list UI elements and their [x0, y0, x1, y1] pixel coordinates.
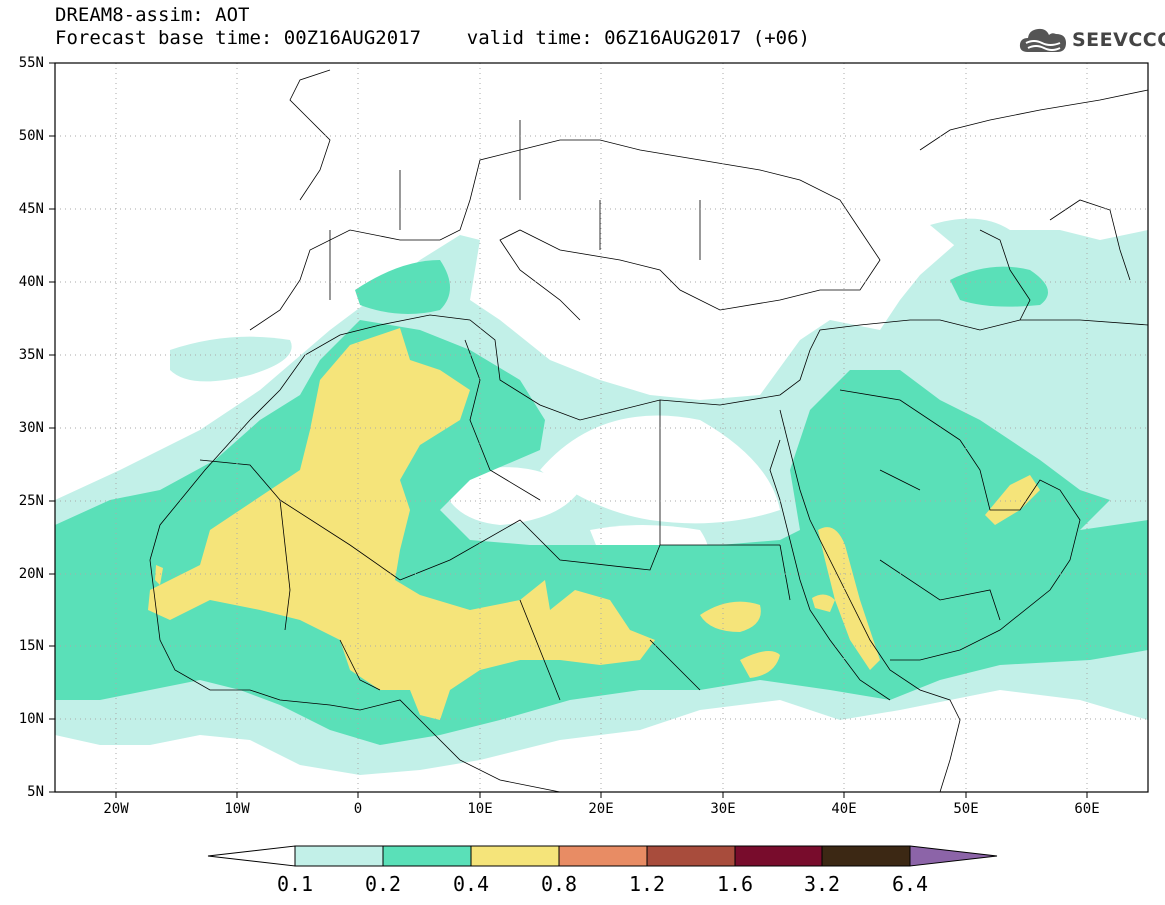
lon-label: 40E: [831, 801, 857, 817]
aot-contour-0.4: [985, 475, 1040, 525]
aot-contour-0.2: [355, 260, 450, 314]
lon-label: 0: [353, 801, 363, 817]
colorbar-under-triangle: [207, 845, 296, 867]
colorbar-bin-0.4-0.8: [470, 845, 560, 867]
lat-label: 25N: [18, 493, 44, 509]
aot-contour-0.1: [930, 218, 1010, 251]
colorbar-label: 0.1: [276, 872, 314, 896]
colorbar-bin-0.8-1.2: [558, 845, 648, 867]
aot-field: [55, 63, 1148, 792]
colorbar-over-triangle: [909, 845, 998, 867]
colorbar-bin-1.2-1.6: [646, 845, 736, 867]
lon-label: 10W: [224, 801, 250, 817]
colorbar-label: 3.2: [803, 872, 841, 896]
aot-contour-0.2: [950, 266, 1048, 307]
lat-label: 15N: [18, 638, 44, 654]
lat-label: 30N: [18, 420, 44, 436]
colorbar-label: 6.4: [891, 872, 929, 896]
lat-label: 10N: [18, 711, 44, 727]
colorbar-label: 0.4: [452, 872, 490, 896]
aot-contour-0.4: [155, 565, 163, 585]
aot-contour-0.4: [740, 651, 780, 678]
colorbar-label: 0.2: [364, 872, 402, 896]
colorbar-bin-0.2-0.4: [382, 845, 472, 867]
lat-label: 50N: [18, 128, 44, 144]
lon-label: 10E: [467, 801, 493, 817]
logo-text: SEEVCCC: [1072, 29, 1165, 51]
colorbar-label: 1.2: [628, 872, 666, 896]
colorbar-bin-1.6-3.2: [734, 845, 823, 867]
seevccc-logo: SEEVCCC: [1018, 22, 1165, 58]
colorbar: [207, 845, 998, 867]
aot-contour-0.4: [812, 594, 835, 612]
lat-label: 45N: [18, 201, 44, 217]
lon-label: 50E: [953, 801, 979, 817]
forecast-time-subtitle: Forecast base time: 00Z16AUG2017 valid t…: [55, 27, 810, 49]
colorbar-bin-0.1-0.2: [294, 845, 384, 867]
colorbar-label: 1.6: [716, 872, 754, 896]
colorbar-bin-3.2-6.4: [821, 845, 911, 867]
aot-contour-0.4: [700, 601, 761, 632]
lat-label: 20N: [18, 566, 44, 582]
colorbar-label: 0.8: [540, 872, 578, 896]
lon-label: 30E: [710, 801, 736, 817]
lat-label: 40N: [18, 274, 44, 290]
lon-label: 20E: [588, 801, 614, 817]
cloud-icon: [1019, 28, 1066, 52]
lat-label: 35N: [18, 347, 44, 363]
graticule: [55, 63, 1148, 792]
lon-label: 60E: [1074, 801, 1100, 817]
coastlines-and-borders: [149, 69, 1148, 792]
lon-label: 20W: [103, 801, 129, 817]
aot-contour-0.1: [170, 336, 292, 382]
aot-contour-0.4: [148, 328, 655, 720]
lat-label: 5N: [27, 784, 44, 800]
map-title: DREAM8-assim: AOT: [55, 4, 250, 26]
axis-ticks: [49, 62, 1088, 798]
lat-label: 55N: [18, 55, 44, 71]
